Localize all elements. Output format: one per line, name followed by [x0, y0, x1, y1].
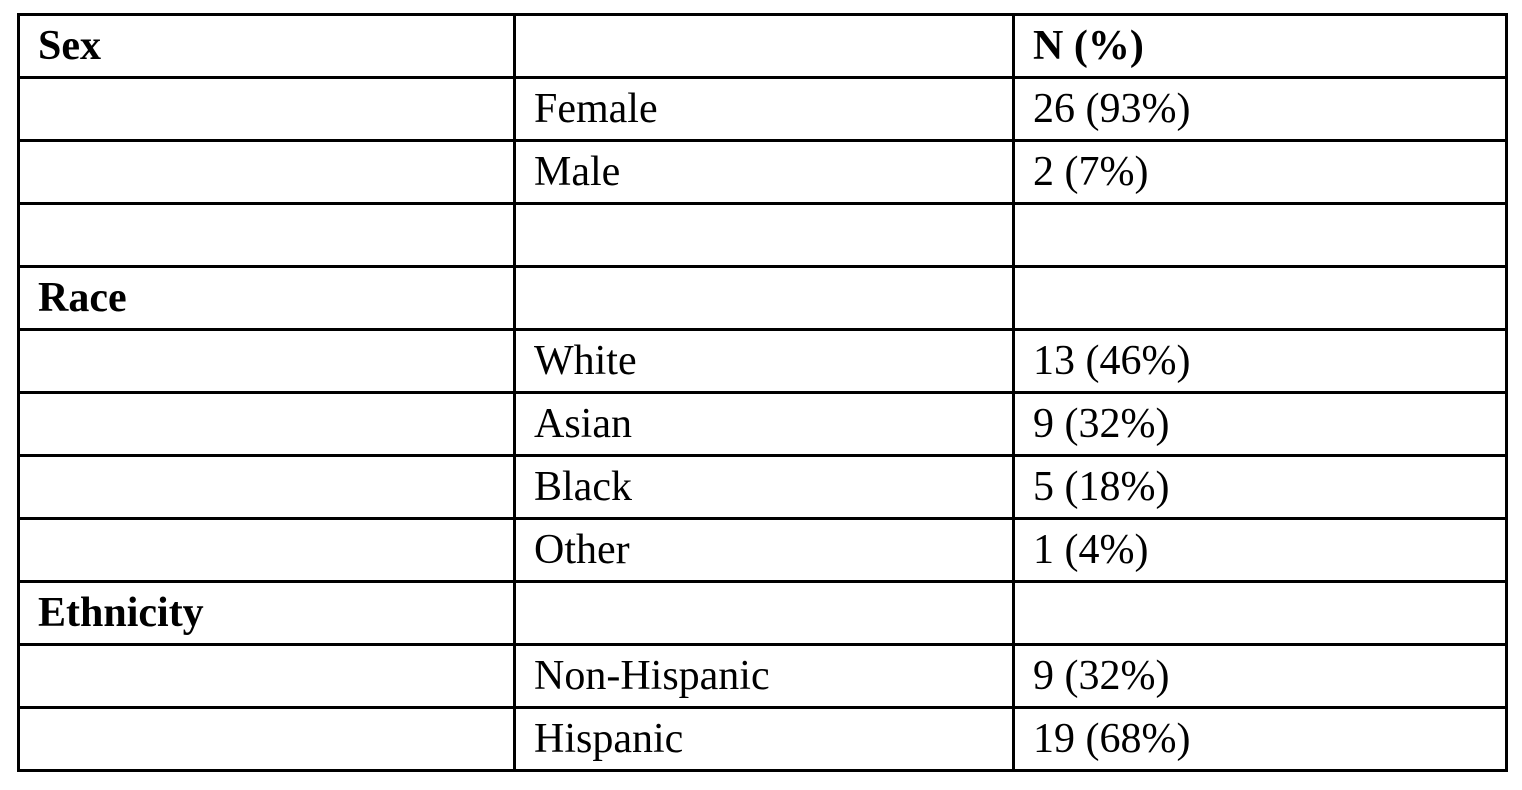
empty-cell — [513, 580, 1015, 646]
row-value-female: 26 (93%) — [1012, 76, 1508, 142]
row-race-header: Race — [17, 265, 1508, 331]
row-non-hispanic: Non-Hispanic 9 (32%) — [17, 643, 1508, 709]
empty-cell — [17, 202, 516, 268]
section-header-race: Race — [17, 265, 516, 331]
empty-cell — [1012, 265, 1508, 331]
row-white: White 13 (46%) — [17, 328, 1508, 394]
empty-cell — [17, 706, 516, 772]
empty-cell — [513, 265, 1015, 331]
row-value-male: 2 (7%) — [1012, 139, 1508, 205]
empty-cell — [17, 139, 516, 205]
row-value-other: 1 (4%) — [1012, 517, 1508, 583]
row-sex-header: Sex N (%) — [17, 13, 1508, 79]
row-label-non-hispanic: Non-Hispanic — [513, 643, 1015, 709]
empty-cell — [17, 328, 516, 394]
section-header-sex: Sex — [17, 13, 516, 79]
empty-cell — [17, 517, 516, 583]
spacer-row — [17, 202, 1508, 268]
row-label-black: Black — [513, 454, 1015, 520]
empty-cell — [513, 202, 1015, 268]
row-label-asian: Asian — [513, 391, 1015, 457]
row-label-male: Male — [513, 139, 1015, 205]
empty-cell — [17, 643, 516, 709]
row-ethnicity-header: Ethnicity — [17, 580, 1508, 646]
demographics-table: Sex N (%) Female 26 (93%) Male 2 (7%) Ra… — [17, 13, 1508, 772]
row-male: Male 2 (7%) — [17, 139, 1508, 205]
row-label-other: Other — [513, 517, 1015, 583]
empty-cell — [1012, 580, 1508, 646]
row-other: Other 1 (4%) — [17, 517, 1508, 583]
section-header-ethnicity: Ethnicity — [17, 580, 516, 646]
row-value-hispanic: 19 (68%) — [1012, 706, 1508, 772]
row-hispanic: Hispanic 19 (68%) — [17, 706, 1508, 772]
row-black: Black 5 (18%) — [17, 454, 1508, 520]
row-label-white: White — [513, 328, 1015, 394]
row-value-black: 5 (18%) — [1012, 454, 1508, 520]
empty-cell — [17, 76, 516, 142]
empty-cell — [17, 454, 516, 520]
empty-cell — [513, 13, 1015, 79]
row-value-non-hispanic: 9 (32%) — [1012, 643, 1508, 709]
empty-cell — [17, 391, 516, 457]
row-female: Female 26 (93%) — [17, 76, 1508, 142]
row-value-asian: 9 (32%) — [1012, 391, 1508, 457]
column-header-n-pct: N (%) — [1012, 13, 1508, 79]
row-value-white: 13 (46%) — [1012, 328, 1508, 394]
empty-cell — [1012, 202, 1508, 268]
row-asian: Asian 9 (32%) — [17, 391, 1508, 457]
row-label-hispanic: Hispanic — [513, 706, 1015, 772]
row-label-female: Female — [513, 76, 1015, 142]
